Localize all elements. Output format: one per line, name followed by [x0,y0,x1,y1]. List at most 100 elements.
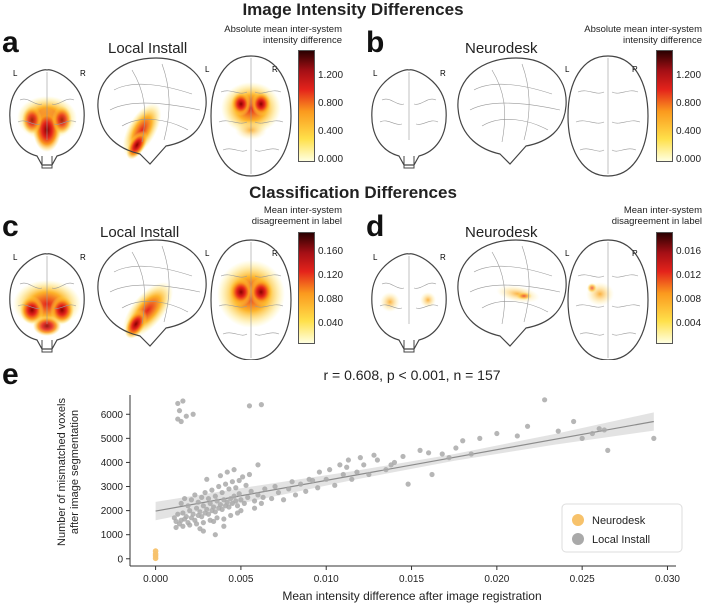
data-point-local-install [211,518,217,525]
panel-label-b: b [366,26,385,59]
data-point-local-install [327,467,333,473]
data-point-local-install [231,493,237,499]
data-point-local-install [176,408,183,414]
legend-local-install-marker [572,533,584,545]
data-point-local-install [226,504,232,510]
x-tick-label: 0.010 [314,574,339,585]
data-point-local-install [340,471,346,478]
data-point-local-install [200,528,206,534]
data-point-local-install [217,501,224,508]
data-point-local-install [238,497,244,503]
data-point-local-install [221,516,227,522]
data-point-local-install [200,503,206,509]
data-point-local-install [269,495,275,502]
data-point-local-install [298,481,304,487]
chart-title: r = 0.608, p < 0.001, n = 157 [323,367,500,383]
data-point-local-install [214,515,220,521]
panel-d-coronal-brain [371,253,447,353]
data-point-local-install [366,471,372,478]
panel-c-colorbar [298,232,315,344]
data-point-local-install [224,499,230,505]
panel-b-colorbar-title: Absolute mean inter-system intensity dif… [584,24,702,46]
panel-c-tick: 0.040 [318,318,344,329]
data-point-local-install [248,488,254,494]
y-tick-label: 4000 [101,458,124,469]
data-point-local-install [204,476,210,482]
panel-d-title: Neurodesk [465,224,538,241]
panel-c-coronal-brain [9,253,85,353]
data-point-local-install [246,403,253,409]
data-point-local-install [182,495,188,502]
data-point-local-install [316,469,322,475]
y-tick-label: 3000 [101,482,124,493]
panel-a-sagittal-brain [97,57,207,165]
data-point-local-install [374,457,381,463]
hemi-right-label: R [80,69,86,78]
panel-b-tick: 0.000 [676,154,702,165]
data-point-local-install [190,411,196,417]
data-point-local-install [192,492,198,498]
data-point-local-install [175,400,181,407]
data-point-local-install [468,451,474,457]
data-point-local-install [188,497,195,503]
data-point-local-install [417,447,423,453]
panel-b-tick: 1.200 [676,70,702,81]
data-point-local-install [175,511,181,517]
x-tick-label: 0.030 [655,574,680,585]
data-point-local-install [460,438,466,444]
data-point-local-install [229,479,235,485]
data-point-local-install [212,532,218,538]
data-point-local-install [183,514,189,520]
panel-a-title: Local Install [108,40,188,57]
data-point-local-install [187,522,193,528]
panel-label-e: e [2,358,19,391]
panel-a-tick: 1.200 [318,70,344,81]
data-point-local-install [199,494,205,500]
data-point-local-install [219,489,225,496]
data-point-local-install [180,398,186,404]
panel-c-colorbar-title: Mean inter-system disagreement in label [251,205,342,227]
data-point-local-install [494,430,500,437]
hemi-left-label: L [373,253,378,262]
chart-legend: Neurodesk Local Install [561,503,683,553]
data-point-local-install [241,500,247,506]
panel-c-title: Local Install [100,224,180,241]
data-point-local-install [258,402,264,408]
panel-c-tick: 0.120 [318,270,344,281]
data-point-local-install [601,427,607,433]
data-point-local-install [344,464,350,470]
data-point-local-install [212,509,218,515]
hemi-right-label: R [272,249,278,258]
data-point-local-install [579,435,585,441]
data-point-local-install [332,482,338,488]
data-point-local-install [214,498,220,504]
data-point-local-install [233,498,239,504]
data-point-local-install [185,503,191,509]
data-point-local-install [292,492,299,498]
data-point-local-install [303,488,309,494]
data-point-local-install [217,473,224,479]
data-point-local-install [245,494,251,500]
data-point-local-install [555,428,561,434]
data-point-local-install [205,511,212,517]
data-point-local-install [349,476,355,482]
data-point-local-install [173,524,179,531]
data-point-local-install [289,479,295,485]
panel-d-tick: 0.012 [676,270,702,281]
data-point-local-install [240,474,246,480]
panel-d-axial-brain [567,239,649,360]
panel-b-sagittal-brain [457,57,567,165]
data-point-local-install [187,508,193,514]
section-title-classification: Classification Differences [249,183,457,202]
data-point-local-install [258,500,264,506]
data-point-local-install [306,476,312,482]
x-tick-label: 0.025 [570,574,595,585]
data-point-local-install [193,521,200,527]
data-point-local-install [345,457,351,463]
legend-local-install-label: Local Install [592,534,650,546]
data-point-local-install [589,430,595,437]
data-point-local-install [216,483,222,490]
data-point-local-install [233,485,239,491]
hemi-right-label: R [440,69,446,78]
data-point-local-install [388,462,394,468]
